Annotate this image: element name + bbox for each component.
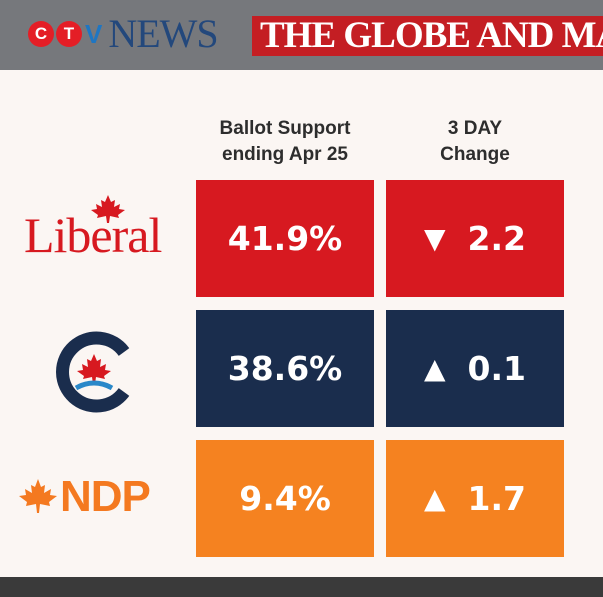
- change-value: 2.2: [467, 219, 526, 258]
- up-arrow-icon: ▲: [423, 352, 446, 385]
- ctv-news-logo: C T V NEWS: [28, 11, 219, 56]
- up-arrow-icon: ▲: [423, 482, 446, 515]
- support-cell-liberal: 41.9%: [196, 180, 374, 297]
- support-value: 41.9%: [227, 219, 343, 258]
- support-cell-conservative: 38.6%: [196, 310, 374, 427]
- maple-leaf-icon: [91, 195, 125, 223]
- column-header-change: 3 DAY Change: [386, 116, 564, 168]
- support-cell-ndp: 9.4%: [196, 440, 374, 557]
- change-cell-ndp: ▲ 1.7: [386, 440, 564, 557]
- support-value: 9.4%: [239, 479, 331, 518]
- branding-bar: C T V NEWS THE GLOBE AND MA: [0, 0, 603, 70]
- down-arrow-icon: ▼: [423, 222, 446, 255]
- maple-leaf-icon: [77, 354, 111, 384]
- column-header-line: Ballot Support: [219, 118, 351, 139]
- change-cell-liberal: ▼ 2.2: [386, 180, 564, 297]
- maple-leaf-icon: [19, 479, 57, 513]
- bottom-bar: [0, 577, 603, 597]
- ndp-wordmark: NDP: [60, 472, 151, 521]
- column-header-ballot-support: Ballot Support ending Apr 25: [196, 116, 374, 168]
- change-value: 0.1: [467, 349, 526, 388]
- column-header-line: Change: [440, 144, 510, 165]
- column-header-line: ending Apr 25: [222, 144, 348, 165]
- column-header-line: 3 DAY: [447, 118, 503, 139]
- conservative-logo: [56, 331, 130, 413]
- ctv-letter-c: C: [28, 21, 54, 47]
- ctv-letter-t: T: [56, 21, 82, 47]
- liberal-wordmark: Liberal: [24, 207, 162, 263]
- change-cell-conservative: ▲ 0.1: [386, 310, 564, 427]
- globe-and-mail-wordmark: THE GLOBE AND MA: [252, 16, 603, 56]
- change-value: 1.7: [467, 479, 526, 518]
- wave-icon: [74, 380, 114, 391]
- ctv-news-wordmark: NEWS: [108, 11, 218, 56]
- support-value: 38.6%: [227, 349, 343, 388]
- ctv-letter-v: V: [85, 18, 103, 49]
